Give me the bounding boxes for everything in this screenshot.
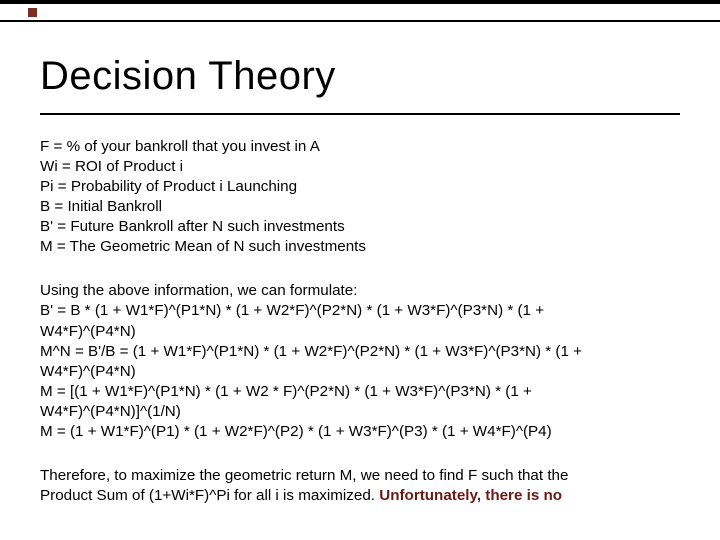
- conclusion-line2a: Product Sum of (1+Wi*F)^Pi for all i is …: [40, 487, 379, 504]
- eq-MN-b: W4*F)^(P4*N): [40, 362, 680, 382]
- definitions-block: F = % of your bankroll that you invest i…: [40, 137, 680, 257]
- eq-M-root-a: M = [(1 + W1*F)^(P1*N) * (1 + W2 * F)^(P…: [40, 382, 680, 402]
- def-Wi: Wi = ROI of Product i: [40, 157, 680, 177]
- title-rule: [40, 113, 680, 115]
- slide-content: Decision Theory F = % of your bankroll t…: [0, 30, 720, 506]
- conclusion-line2b-emphasis: Unfortunately, there is no: [379, 487, 562, 504]
- slide-title: Decision Theory: [40, 54, 680, 99]
- eq-M-root-b: W4*F)^(P4*N)]^(1/N): [40, 402, 680, 422]
- formulations-block: Using the above information, we can form…: [40, 281, 680, 442]
- conclusion-line2: Product Sum of (1+Wi*F)^Pi for all i is …: [40, 486, 680, 506]
- eq-Bprime-a: B' = B * (1 + W1*F)^(P1*N) * (1 + W2*F)^…: [40, 301, 680, 321]
- top-accent-marker: [28, 8, 37, 17]
- conclusion-line1: Therefore, to maximize the geometric ret…: [40, 466, 680, 486]
- def-B: B = Initial Bankroll: [40, 197, 680, 217]
- def-F: F = % of your bankroll that you invest i…: [40, 137, 680, 157]
- def-M: M = The Geometric Mean of N such investm…: [40, 237, 680, 257]
- formulation-intro: Using the above information, we can form…: [40, 281, 680, 301]
- def-Bprime: B' = Future Bankroll after N such invest…: [40, 217, 680, 237]
- conclusion-block: Therefore, to maximize the geometric ret…: [40, 466, 680, 506]
- eq-Bprime-b: W4*F)^(P4*N): [40, 322, 680, 342]
- top-border-band: [0, 0, 720, 22]
- eq-M-final: M = (1 + W1*F)^(P1) * (1 + W2*F)^(P2) * …: [40, 422, 680, 442]
- def-Pi: Pi = Probability of Product i Launching: [40, 177, 680, 197]
- eq-MN-a: M^N = B'/B = (1 + W1*F)^(P1*N) * (1 + W2…: [40, 342, 680, 362]
